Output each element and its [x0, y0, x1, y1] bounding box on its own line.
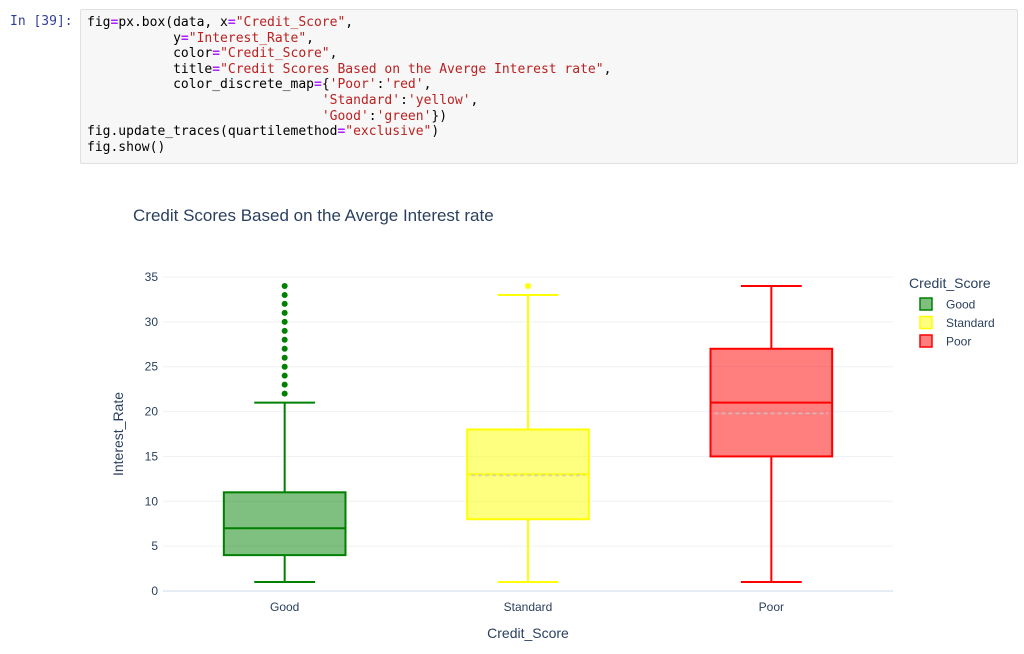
code-token: :	[376, 77, 385, 93]
outlier-point	[281, 390, 288, 397]
code-token: =	[212, 61, 221, 77]
x-axis-label: Credit_Score	[487, 625, 569, 641]
legend-swatch	[919, 297, 933, 311]
y-tick-label: 35	[145, 270, 159, 284]
code-token: =	[110, 15, 119, 30]
outlier-point	[281, 318, 288, 325]
legend-label: Poor	[946, 335, 971, 349]
legend-swatch	[919, 334, 933, 348]
code-cell[interactable]: fig=px.box(data, x="Credit_Score", y="In…	[80, 9, 1018, 164]
code-token	[87, 93, 322, 108]
code-token: ,	[329, 46, 338, 62]
code-token: {	[321, 77, 330, 93]
outlier-point	[525, 282, 531, 289]
code-token: fig.update_traces(quartilemethod	[87, 124, 338, 140]
code-token: ,	[603, 61, 612, 77]
code-token: "Credit Scores Based on the Averge Inter…	[220, 61, 604, 77]
code-token: "Credit_Score"	[220, 46, 330, 62]
x-tick-label: Good	[270, 600, 299, 614]
box-trace-good	[222, 282, 347, 584]
code-token: ,	[423, 77, 432, 93]
box-traces	[222, 282, 834, 584]
code-token: 'Standard'	[321, 92, 401, 108]
code-token: =	[180, 30, 189, 46]
code-token: title	[87, 61, 213, 77]
code-token: y	[87, 30, 181, 46]
chart-title: Credit Scores Based on the Averge Intere…	[133, 206, 494, 225]
code-token: })	[431, 108, 448, 124]
code-token: color	[87, 46, 213, 62]
code-token: px.box(data, x	[118, 15, 228, 30]
x-tick-label: Poor	[759, 600, 784, 614]
code-token	[87, 109, 322, 124]
box-plot-chart: Credit Scores Based on the Averge Intere…	[110, 206, 995, 641]
code-token: "exclusive"	[345, 124, 432, 140]
y-tick-label: 30	[145, 315, 159, 329]
legend-item-good[interactable]: Good	[919, 297, 975, 312]
outlier-point	[281, 327, 288, 334]
code-token: :	[400, 92, 408, 108]
legend-swatch	[919, 315, 933, 330]
code-token: =	[212, 46, 221, 62]
code-token: =	[337, 124, 346, 140]
y-tick-label: 25	[145, 360, 159, 374]
outlier-point	[281, 282, 288, 289]
y-tick-label: 0	[151, 584, 158, 598]
y-tick-label: 10	[145, 494, 159, 508]
legend-label: Good	[946, 298, 975, 312]
y-axis-label: Interest_Rate	[110, 392, 126, 476]
outlier-point	[281, 372, 288, 379]
y-tick-label: 15	[145, 449, 159, 463]
iqr-box	[222, 491, 347, 557]
y-tick-label: 5	[151, 539, 158, 553]
code-token: fig.show()	[87, 139, 166, 155]
outlier-point	[281, 309, 288, 316]
code-token: :	[368, 108, 377, 124]
code-editor[interactable]: fig=px.box(data, x="Credit_Score", y="In…	[81, 10, 1017, 160]
code-token: ,	[345, 15, 354, 30]
outlier-point	[281, 363, 288, 370]
code-token: ,	[470, 92, 479, 108]
code-token: "Credit_Score"	[235, 15, 346, 30]
outlier-point	[281, 300, 288, 307]
legend-item-poor[interactable]: Poor	[919, 334, 971, 349]
code-token: 'Good'	[321, 108, 369, 124]
code-token: fig	[87, 15, 111, 30]
code-token: "Interest_Rate"	[188, 30, 307, 46]
outlier-point	[281, 291, 288, 298]
outlier-point	[281, 345, 288, 352]
code-token: 'Poor'	[329, 77, 377, 93]
box-trace-standard	[466, 282, 590, 584]
x-tick-label: Standard	[504, 600, 553, 614]
code-token: ,	[306, 30, 314, 46]
code-token: 'red'	[384, 77, 424, 93]
box-trace-poor	[709, 284, 834, 584]
code-token: =	[313, 77, 322, 93]
outlier-point	[281, 381, 288, 388]
code-token: 'green'	[376, 108, 432, 124]
outlier-point	[281, 336, 288, 343]
legend-title: Credit_Score	[909, 275, 991, 291]
x-axis-ticks: Good Standard Poor	[270, 600, 784, 614]
code-token: 'yellow'	[407, 92, 471, 108]
code-token: color_discrete_map	[87, 77, 314, 93]
y-axis-ticks: 0 5 10 15 20 25 30 35	[145, 270, 159, 598]
cell-prompt: In [39]:	[10, 14, 73, 29]
y-tick-label: 20	[145, 405, 159, 419]
code-token: =	[227, 15, 236, 30]
outlier-point	[281, 354, 288, 361]
legend-label: Standard	[946, 316, 995, 330]
code-token: )	[431, 124, 440, 140]
legend-item-standard[interactable]: Standard	[919, 315, 995, 330]
legend[interactable]: Credit_Score Good Standard Poor	[909, 275, 995, 349]
